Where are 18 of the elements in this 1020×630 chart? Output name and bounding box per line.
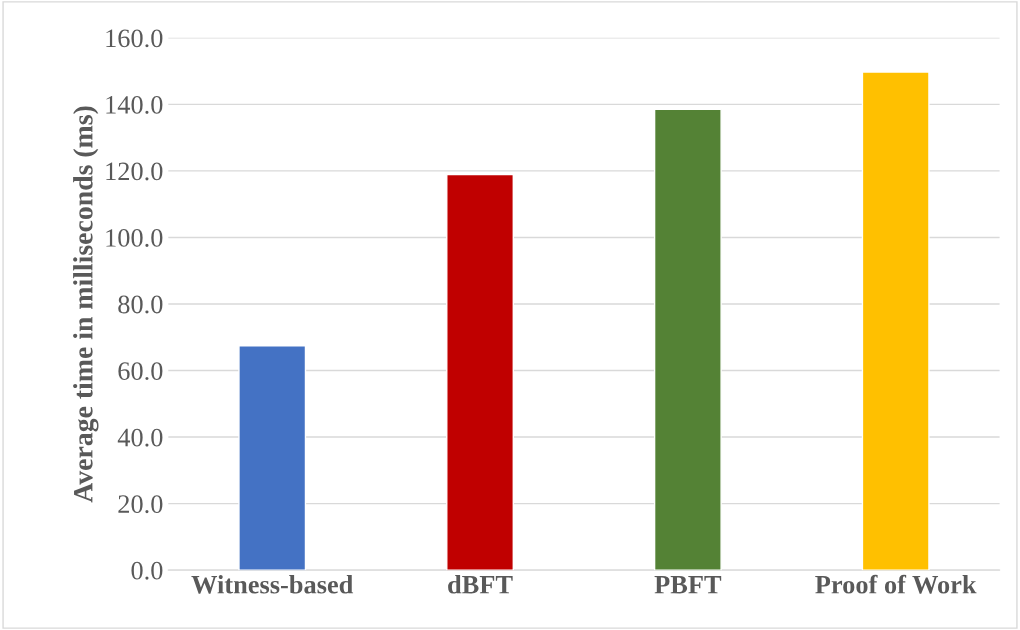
- x-tick-label: Proof of Work: [815, 574, 977, 594]
- y-tick-label: 80.0: [118, 295, 163, 314]
- y-tick-label: 120.0: [106, 162, 163, 181]
- x-tick-label: Witness-based: [191, 575, 354, 594]
- y-axis-title: Average time in milliseconds (ms): [73, 106, 99, 503]
- y-tick-label: 0.0: [131, 561, 163, 580]
- y-tick-label: 60.0: [118, 362, 163, 381]
- x-tick-label: dBFT: [448, 575, 513, 594]
- y-tick-label: 100.0: [106, 229, 163, 247]
- y-tick-label: 20.0: [118, 495, 163, 514]
- bar: [861, 71, 930, 571]
- y-tick-label: 140.0: [106, 95, 163, 114]
- bar: [653, 108, 722, 571]
- bar: [238, 345, 307, 571]
- bar: [446, 173, 514, 571]
- y-tick-label: 40.0: [117, 428, 163, 447]
- x-tick-label: PBFT: [654, 576, 722, 594]
- y-tick-label: 160.0: [106, 29, 163, 48]
